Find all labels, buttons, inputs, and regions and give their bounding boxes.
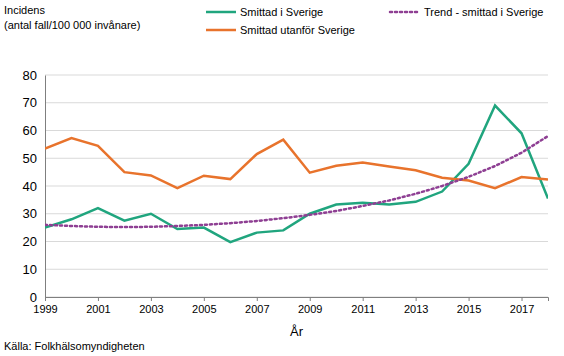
legend-label: Smittad i Sverige	[240, 6, 323, 18]
x-tick-label: 2009	[298, 303, 322, 315]
x-tick-label: 2011	[351, 303, 375, 315]
x-tick-mark	[416, 297, 417, 301]
y-axis: 01020304050607080	[23, 68, 46, 305]
x-tick: 2015	[457, 297, 481, 315]
x-tick-mark	[469, 297, 470, 301]
y-tick: 50	[23, 151, 45, 166]
x-tick-label: 2015	[457, 303, 481, 315]
y-tick: 70	[23, 95, 45, 110]
chart: 0102030405060708019992001200320052007200…	[0, 0, 564, 356]
x-tick: 2011	[351, 297, 375, 315]
legend-label: Trend - smittad i Sverige	[424, 6, 543, 18]
y-axis-title-line: Incidens	[4, 4, 45, 16]
x-tick-mark	[45, 297, 46, 301]
x-axis-title: År	[290, 324, 304, 339]
x-tick-label: 2013	[404, 303, 428, 315]
legend-label: Smittad utanför Sverige	[240, 24, 355, 36]
x-tick-label: 2003	[139, 303, 163, 315]
x-tick-label: 2017	[510, 303, 534, 315]
y-axis-title: Incidens (antal fall/100 000 invånare)	[4, 4, 140, 31]
grid	[45, 75, 548, 297]
grid-line	[45, 102, 548, 103]
x-tick-mark	[522, 297, 523, 301]
x-tick: 2003	[139, 297, 163, 315]
legend-item: Trend - smittad i Sverige	[390, 6, 543, 18]
x-tick: 2009	[298, 297, 322, 315]
y-tick: 60	[23, 123, 45, 138]
grid-line	[45, 241, 548, 242]
y-tick-label: 50	[23, 151, 37, 166]
x-tick: 2013	[404, 297, 428, 315]
x-tick-label: 2005	[192, 303, 216, 315]
y-tick-label: 30	[23, 206, 37, 221]
y-tick-label: 10	[23, 262, 37, 277]
legend-swatch	[206, 11, 236, 14]
x-tick: 2017	[510, 297, 534, 315]
x-tick: 2005	[192, 297, 216, 315]
y-tick-label: 20	[23, 234, 37, 249]
x-tick-mark	[310, 297, 311, 301]
y-tick: 80	[23, 68, 45, 83]
y-tick: 30	[23, 206, 45, 221]
x-tick-mark	[204, 297, 205, 301]
grid-line	[45, 130, 548, 131]
legend: Smittad i Sverige Smittad utanför Sverige…	[206, 6, 543, 36]
x-tick-mark	[363, 297, 364, 301]
series-line	[45, 106, 548, 243]
y-tick-label: 60	[23, 123, 37, 138]
legend-swatch	[390, 11, 420, 14]
x-tick: 2001	[86, 297, 110, 315]
grid-line	[45, 213, 548, 214]
x-tick-label: 2007	[245, 303, 269, 315]
x-tick-mark	[98, 297, 99, 301]
x-tick-label: 2001	[86, 303, 110, 315]
grid-line	[45, 269, 548, 270]
y-tick-label: 80	[23, 68, 37, 83]
grid-line	[45, 186, 548, 187]
series-line	[45, 138, 548, 188]
grid-line	[45, 75, 548, 76]
x-axis: 1999 2001 2003 2005 2007 2009 2011 2013 2015 2017	[33, 297, 548, 315]
legend-item: Smittad i Sverige	[206, 6, 323, 18]
y-tick-label: 40	[23, 179, 37, 194]
legend-item: Smittad utanför Sverige	[206, 24, 355, 36]
y-axis-title-line: (antal fall/100 000 invånare)	[4, 19, 140, 31]
legend-swatch	[206, 29, 236, 32]
x-tick-label: 1999	[33, 303, 57, 315]
x-tick-mark	[151, 297, 152, 301]
y-axis-line	[45, 76, 46, 298]
series-lines	[45, 106, 548, 243]
x-tick-mark	[257, 297, 258, 301]
y-tick: 40	[23, 179, 45, 194]
source-note: Källa: Folkhälsomyndigheten	[4, 340, 145, 352]
x-tick: 2007	[245, 297, 269, 315]
x-axis-line	[46, 298, 549, 302]
y-tick: 20	[23, 234, 45, 249]
x-tick: 1999	[33, 297, 57, 315]
y-tick-label: 70	[23, 95, 37, 110]
y-tick: 10	[23, 262, 45, 277]
series-line	[45, 136, 548, 227]
plot-area: 0102030405060708019992001200320052007200…	[23, 68, 549, 315]
